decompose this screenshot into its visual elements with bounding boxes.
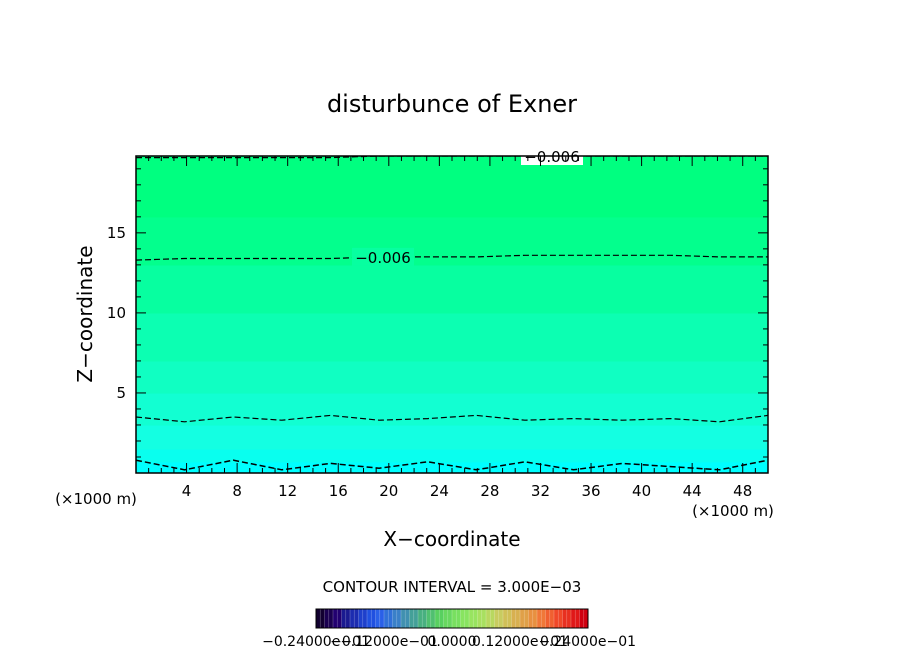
colorbar-swatch xyxy=(401,609,410,628)
colorbar-swatch xyxy=(503,609,512,628)
colorbar-swatch xyxy=(341,609,351,628)
colorbar-swatch xyxy=(316,609,325,628)
y-axis-label: Z−coordinate xyxy=(73,245,97,382)
colorbar-swatch xyxy=(494,609,504,628)
colorbar-swatch xyxy=(554,609,563,628)
colorbar-swatch xyxy=(469,609,478,628)
contour-label: −0.006 xyxy=(524,148,580,166)
colorbar-swatch xyxy=(367,609,376,628)
colorbar-frame xyxy=(315,608,589,629)
color-band xyxy=(136,264,768,314)
color-bands xyxy=(136,156,768,473)
x-tick-label: 44 xyxy=(683,482,702,500)
x-unit-right: (×1000 m) xyxy=(692,502,774,520)
colorbar-swatch xyxy=(426,609,436,628)
x-tick-label: 24 xyxy=(430,482,449,500)
colorbar-swatch xyxy=(333,609,342,628)
x-tick-label: 16 xyxy=(329,482,348,500)
colorbar-swatch xyxy=(418,609,427,628)
colorbar-swatch xyxy=(460,609,470,628)
x-tick-label: 40 xyxy=(632,482,651,500)
colorbar-label: 0.24000e−01 xyxy=(540,634,636,650)
axis-ticks xyxy=(136,156,768,473)
color-band xyxy=(136,461,768,473)
colorbar-swatch xyxy=(528,609,538,628)
x-tick-label: 48 xyxy=(733,482,752,500)
contour-lines xyxy=(136,156,768,471)
color-band xyxy=(136,360,768,394)
colorbar-swatch xyxy=(571,609,580,628)
x-tick-label: 12 xyxy=(278,482,297,500)
colorbar-label: 0.12000e−01 xyxy=(472,634,568,650)
colorbar-labels: −0.24000e−01−0.12000e−010.00000.12000e−0… xyxy=(262,634,636,650)
colorbar-swatch xyxy=(579,609,589,628)
x-tick-label: 28 xyxy=(480,482,499,500)
x-axis-label: X−coordinate xyxy=(383,527,520,551)
x-tick-label: 20 xyxy=(379,482,398,500)
color-band xyxy=(136,312,768,362)
colorbar-swatch xyxy=(520,609,529,628)
colorbar-swatch xyxy=(443,609,453,628)
color-band xyxy=(136,424,768,450)
color-band xyxy=(136,156,768,218)
colorbar-swatch xyxy=(486,609,495,628)
colorbar-swatch xyxy=(350,609,359,628)
x-tick-label: 32 xyxy=(531,482,550,500)
colorbar-label: −0.24000e−01 xyxy=(262,634,370,650)
x-tick-label: 4 xyxy=(182,482,192,500)
colorbar-swatch xyxy=(409,609,419,628)
y-tick-labels: 5 10 15 xyxy=(107,224,126,402)
x-tick-label: 8 xyxy=(232,482,242,500)
colorbar-swatch xyxy=(452,609,461,628)
y-tick-label: 5 xyxy=(116,384,126,402)
color-band xyxy=(136,392,768,426)
chart-title: disturbunce of Exner xyxy=(327,90,577,118)
contour-label-bg xyxy=(352,247,414,266)
colorbar-swatch xyxy=(358,609,368,628)
x-tick-label: 36 xyxy=(581,482,600,500)
colorbar-swatch xyxy=(324,609,334,628)
contour-line xyxy=(136,414,768,423)
colorbar-swatch xyxy=(545,609,555,628)
colorbar-swatch xyxy=(392,609,402,628)
colorbar xyxy=(315,608,589,629)
colorbar-swatch xyxy=(375,609,385,628)
colorbar-label: 0.0000 xyxy=(428,634,477,650)
colorbar-swatch xyxy=(537,609,546,628)
contour-line xyxy=(136,459,768,471)
y-tick-label: 15 xyxy=(107,224,126,242)
colorbar-swatch xyxy=(384,609,393,628)
colorbar-swatch xyxy=(477,609,487,628)
x-tick-labels: 4 8 12 16 20 24 28 32 36 40 44 48 xyxy=(182,482,752,500)
x-unit-left: (×1000 m) xyxy=(55,490,137,508)
y-tick-label: 10 xyxy=(107,304,126,322)
colorbar-swatch xyxy=(562,609,572,628)
colorbar-label: −0.12000e−01 xyxy=(330,634,438,650)
colorbar-swatch xyxy=(435,609,444,628)
contour-line xyxy=(136,254,768,261)
colorbar-swatch xyxy=(511,609,521,628)
contour-label: −0.006 xyxy=(355,249,411,267)
color-band xyxy=(136,448,768,463)
contour-interval-label: CONTOUR INTERVAL = 3.000E−03 xyxy=(323,578,582,596)
